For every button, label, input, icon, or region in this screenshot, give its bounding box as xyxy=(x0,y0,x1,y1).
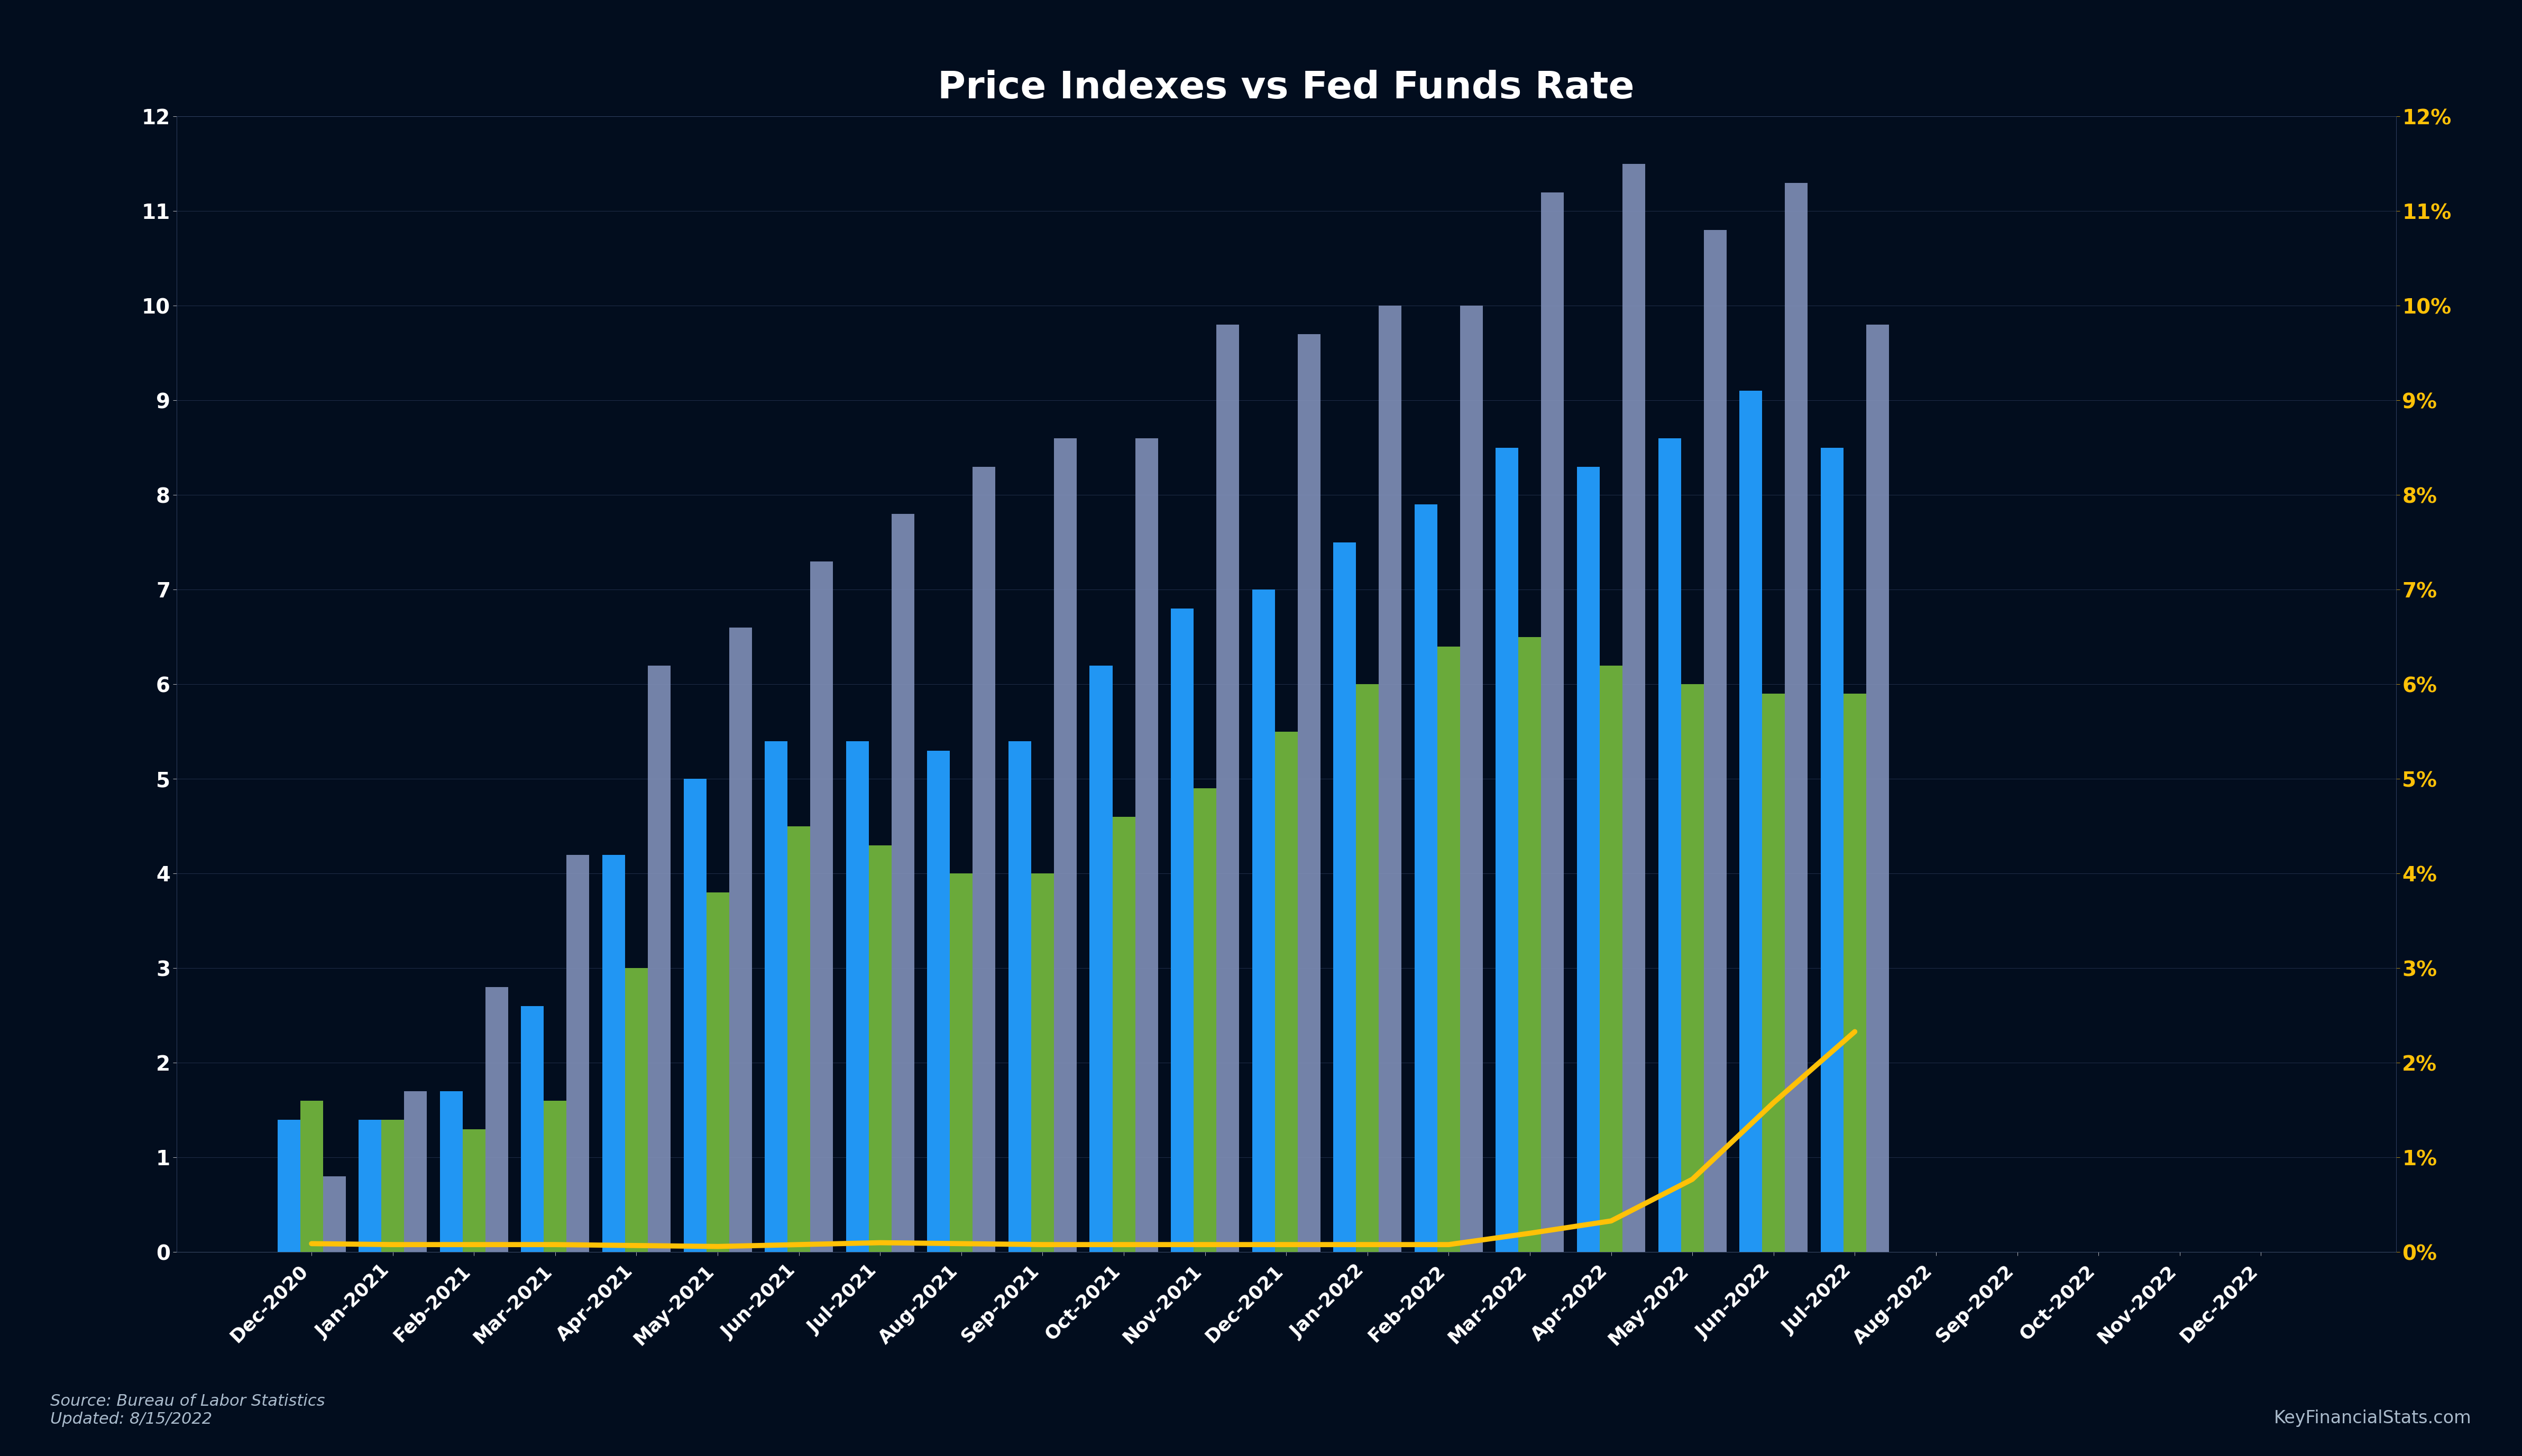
Bar xyxy=(1216,325,1238,1252)
Bar xyxy=(1599,665,1622,1252)
Bar xyxy=(951,874,973,1252)
Bar xyxy=(1415,504,1438,1252)
Bar xyxy=(1380,306,1402,1252)
Bar xyxy=(1112,817,1135,1252)
Bar xyxy=(462,1130,484,1252)
Bar xyxy=(1844,695,1866,1252)
Bar xyxy=(729,628,752,1252)
Bar xyxy=(1054,438,1077,1252)
Bar xyxy=(323,1176,346,1252)
Bar xyxy=(1622,163,1644,1252)
Bar xyxy=(928,751,951,1252)
Bar xyxy=(1170,609,1193,1252)
Bar xyxy=(358,1120,381,1252)
Bar xyxy=(810,561,832,1252)
Bar xyxy=(1460,306,1483,1252)
Bar xyxy=(1659,438,1682,1252)
Bar xyxy=(787,827,810,1252)
Bar xyxy=(381,1120,404,1252)
Text: Source: Bureau of Labor Statistics
Updated: 8/15/2022: Source: Bureau of Labor Statistics Updat… xyxy=(50,1393,325,1427)
Bar xyxy=(683,779,706,1252)
Bar xyxy=(1274,731,1299,1252)
Bar xyxy=(1682,684,1705,1252)
Bar xyxy=(1821,447,1844,1252)
Bar xyxy=(625,968,648,1252)
Bar xyxy=(545,1101,567,1252)
Bar xyxy=(1193,788,1216,1252)
Bar xyxy=(1496,447,1518,1252)
Text: KeyFinancialStats.com: KeyFinancialStats.com xyxy=(2275,1409,2472,1427)
Bar xyxy=(1740,390,1763,1252)
Bar xyxy=(484,987,507,1252)
Bar xyxy=(1786,182,1808,1252)
Bar xyxy=(845,741,868,1252)
Bar xyxy=(973,466,996,1252)
Bar xyxy=(1090,665,1112,1252)
Bar xyxy=(1866,325,1889,1252)
Bar xyxy=(404,1092,426,1252)
Bar xyxy=(1518,638,1541,1252)
Bar xyxy=(1135,438,1158,1252)
Bar xyxy=(603,855,625,1252)
Bar xyxy=(439,1092,462,1252)
Bar xyxy=(1438,646,1460,1252)
Bar xyxy=(567,855,590,1252)
Bar xyxy=(764,741,787,1252)
Bar xyxy=(1299,333,1322,1252)
Bar xyxy=(1334,542,1357,1252)
Bar xyxy=(300,1101,323,1252)
Bar xyxy=(648,665,671,1252)
Title: Price Indexes vs Fed Funds Rate: Price Indexes vs Fed Funds Rate xyxy=(938,70,1634,106)
Bar xyxy=(1251,590,1274,1252)
Bar xyxy=(1576,466,1599,1252)
Bar xyxy=(1705,230,1728,1252)
Bar xyxy=(1357,684,1380,1252)
Bar xyxy=(1763,695,1786,1252)
Bar xyxy=(522,1006,545,1252)
Bar xyxy=(868,844,890,1252)
Bar xyxy=(890,514,913,1252)
Bar xyxy=(706,893,729,1252)
Bar xyxy=(277,1120,300,1252)
Bar xyxy=(1031,874,1054,1252)
Bar xyxy=(1541,192,1564,1252)
Bar xyxy=(1009,741,1031,1252)
